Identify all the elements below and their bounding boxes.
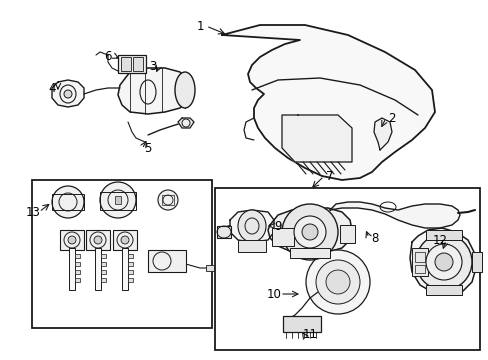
Ellipse shape: [325, 270, 349, 294]
Bar: [128, 262, 133, 266]
Bar: [162, 195, 174, 205]
Bar: [69, 248, 75, 290]
Ellipse shape: [305, 250, 369, 314]
Bar: [100, 192, 136, 210]
Ellipse shape: [315, 260, 359, 304]
Bar: [32, 180, 212, 328]
Ellipse shape: [415, 234, 471, 290]
Text: 8: 8: [370, 231, 378, 244]
Bar: [101, 262, 106, 266]
Ellipse shape: [64, 90, 72, 98]
Polygon shape: [373, 118, 391, 150]
Bar: [128, 270, 133, 274]
Bar: [283, 316, 320, 332]
Text: 1: 1: [196, 19, 203, 32]
Ellipse shape: [100, 182, 136, 218]
Bar: [113, 230, 137, 250]
Text: 7: 7: [325, 170, 333, 183]
Text: 9: 9: [274, 220, 281, 233]
Bar: [75, 270, 80, 274]
Bar: [289, 248, 329, 258]
Polygon shape: [229, 210, 273, 242]
Polygon shape: [178, 118, 194, 128]
Bar: [133, 57, 142, 71]
Ellipse shape: [434, 253, 452, 271]
Text: 11: 11: [302, 328, 317, 342]
Bar: [217, 226, 230, 238]
Bar: [115, 196, 121, 204]
Text: 4: 4: [48, 81, 56, 94]
Bar: [411, 248, 427, 276]
Bar: [75, 262, 80, 266]
Text: 5: 5: [144, 143, 151, 156]
Text: 10: 10: [266, 288, 281, 301]
Polygon shape: [282, 115, 351, 162]
Bar: [121, 57, 131, 71]
Polygon shape: [329, 202, 459, 228]
Bar: [95, 248, 101, 290]
Bar: [238, 240, 265, 252]
Ellipse shape: [282, 204, 337, 260]
Bar: [205, 265, 214, 271]
Polygon shape: [52, 80, 84, 107]
Text: 12: 12: [431, 234, 447, 247]
Bar: [101, 278, 106, 282]
Polygon shape: [409, 228, 475, 295]
Ellipse shape: [293, 216, 325, 248]
Bar: [122, 248, 128, 290]
Ellipse shape: [94, 236, 102, 244]
Ellipse shape: [121, 236, 129, 244]
Bar: [148, 250, 185, 272]
Bar: [75, 254, 80, 258]
Polygon shape: [118, 68, 190, 114]
Bar: [471, 252, 481, 272]
Bar: [60, 230, 84, 250]
Bar: [101, 270, 106, 274]
Text: 6: 6: [104, 49, 112, 63]
Text: 3: 3: [149, 59, 156, 72]
Bar: [425, 230, 461, 240]
Ellipse shape: [425, 244, 461, 280]
Bar: [215, 188, 479, 350]
Bar: [75, 278, 80, 282]
Bar: [86, 230, 110, 250]
Bar: [128, 254, 133, 258]
Bar: [118, 55, 146, 73]
Ellipse shape: [158, 190, 178, 210]
Ellipse shape: [175, 72, 195, 108]
Bar: [414, 252, 424, 262]
Bar: [339, 225, 354, 243]
Polygon shape: [267, 208, 351, 254]
Bar: [271, 228, 293, 246]
Text: 13: 13: [25, 206, 41, 219]
Bar: [128, 278, 133, 282]
Bar: [425, 285, 461, 295]
Ellipse shape: [52, 186, 84, 218]
Ellipse shape: [302, 224, 317, 240]
Bar: [101, 254, 106, 258]
Ellipse shape: [238, 210, 265, 242]
Bar: [52, 194, 84, 210]
Bar: [414, 265, 424, 273]
Ellipse shape: [68, 236, 76, 244]
Polygon shape: [222, 25, 434, 180]
Text: 2: 2: [387, 112, 395, 125]
